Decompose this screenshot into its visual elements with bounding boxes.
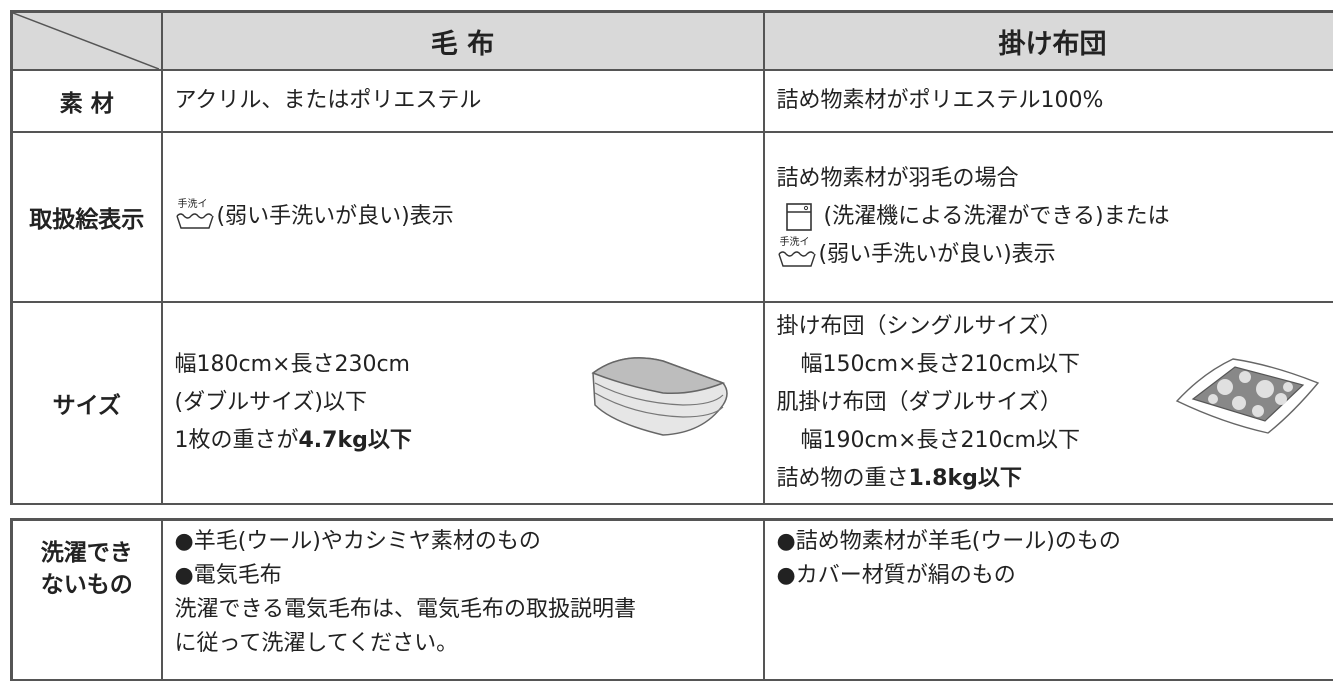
row: サイズ 幅180cm×長さ230cm (ダブルサイズ)以下 1枚の重さが4.7k… <box>12 302 1333 504</box>
row: 取扱絵表示 手洗イ (弱い手洗いが良い)表示 詰め物素材が羽毛の場合 (洗濯機によ… <box>12 132 1333 302</box>
text: (弱い手洗いが良い)表示 <box>819 242 1056 267</box>
line: (洗濯機による洗濯ができる)または <box>777 198 1329 236</box>
cell: 詰め物素材がポリエステル100% <box>764 70 1333 132</box>
cell: 詰め物素材が羽毛の場合 (洗濯機による洗濯ができる)または 手洗イ (弱い手洗いが… <box>764 132 1333 302</box>
hand-wash-icon: 手洗イ <box>175 202 215 232</box>
text: ないもの <box>17 569 157 601</box>
text: 掛け布団（シングルサイズ） <box>777 308 1329 346</box>
row-label: 洗濯でき ないもの <box>12 520 162 680</box>
text: 洗濯でき <box>17 537 157 569</box>
line: 手洗イ (弱い手洗いが良い)表示 <box>777 236 1329 274</box>
row-label: 素 材 <box>12 70 162 132</box>
futon-illustration <box>1173 353 1323 438</box>
cell: 幅180cm×長さ230cm (ダブルサイズ)以下 1枚の重さが4.7kg以下 <box>162 302 764 504</box>
text: 詰め物の重さ <box>777 466 909 491</box>
cell: ●羊毛(ウール)やカシミヤ素材のもの ●電気毛布 洗濯できる電気毛布は、電気毛布… <box>162 520 764 680</box>
line: 手洗イ (弱い手洗いが良い)表示 <box>175 198 751 236</box>
bold-text: 4.7kg以下 <box>299 428 412 453</box>
text: (洗濯機による洗濯ができる)または <box>824 204 1170 229</box>
text: (弱い手洗いが良い)表示 <box>217 204 454 229</box>
hand-wash-icon: 手洗イ <box>777 240 817 270</box>
cell: 手洗イ (弱い手洗いが良い)表示 <box>162 132 764 302</box>
line: 詰め物の重さ1.8kg以下 <box>777 460 1329 498</box>
row: 洗濯でき ないもの ●羊毛(ウール)やカシミヤ素材のもの ●電気毛布 洗濯できる… <box>12 520 1333 680</box>
blanket-illustration <box>583 343 733 443</box>
text: 詰め物素材が羽毛の場合 <box>777 160 1329 198</box>
text: 洗濯できる電気毛布は、電気毛布の取扱説明書 <box>175 593 751 627</box>
row: 素 材 アクリル、またはポリエステル 詰め物素材がポリエステル100% <box>12 70 1333 132</box>
header-cell: 掛け布団 <box>764 12 1333 71</box>
row-label: サイズ <box>12 302 162 504</box>
header-cell: 毛 布 <box>162 12 764 71</box>
text: に従って洗濯してください。 <box>175 627 751 661</box>
icon-label: 手洗イ <box>780 238 810 248</box>
cell: アクリル、またはポリエステル <box>162 70 764 132</box>
spec-table: 毛 布 掛け布団 素 材 アクリル、またはポリエステル 詰め物素材がポリエステル… <box>10 10 1333 505</box>
row-label: 取扱絵表示 <box>12 132 162 302</box>
cell: ●詰め物素材が羊毛(ウール)のもの ●カバー材質が絹のもの <box>764 520 1333 680</box>
diagonal <box>13 13 159 69</box>
text: ●詰め物素材が羊毛(ウール)のもの <box>777 525 1329 559</box>
text: ●カバー材質が絹のもの <box>777 559 1329 593</box>
text: ●電気毛布 <box>175 559 751 593</box>
washer-icon <box>785 202 813 232</box>
corner-cell <box>12 12 162 71</box>
text: アクリル、またはポリエステル <box>175 82 751 120</box>
cell: 掛け布団（シングルサイズ） 幅150cm×長さ210cm以下 肌掛け布団（ダブル… <box>764 302 1333 504</box>
icon-label: 手洗イ <box>178 200 208 210</box>
text: 1枚の重さが <box>175 428 299 453</box>
exclusion-table: 洗濯でき ないもの ●羊毛(ウール)やカシミヤ素材のもの ●電気毛布 洗濯できる… <box>10 518 1333 681</box>
bold-text: 1.8kg以下 <box>909 466 1022 491</box>
text: 詰め物素材がポリエステル100% <box>777 82 1329 120</box>
header-row: 毛 布 掛け布団 <box>12 12 1333 71</box>
text: ●羊毛(ウール)やカシミヤ素材のもの <box>175 525 751 559</box>
